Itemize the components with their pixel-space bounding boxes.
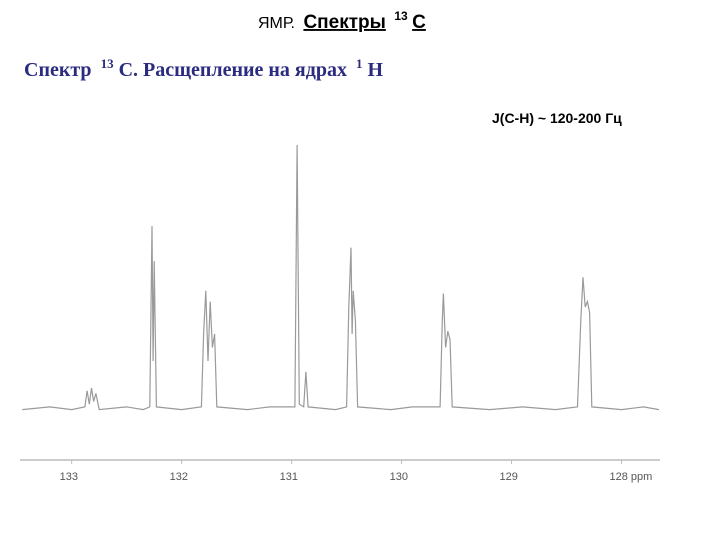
x-tick-label: 128 ppm [610,471,653,483]
slide-title: ЯМР. Спектры 13 C [258,7,426,33]
title-tail: Н [368,59,384,81]
title-sup: 1 [356,56,363,71]
annotation: J(C-H) ~ 120-200 Гц [492,110,622,126]
x-tick-label: 129 [500,471,518,483]
title-sup: 13 [394,9,408,23]
title-mid: С. Расщепление на ядрах [119,59,347,81]
chart-title: Спектр 13 С. Расщепление на ядрах 1 Н [24,51,384,81]
title-element: C [412,12,426,33]
x-tick-label: 131 [280,471,298,483]
title-prefix: ЯМР. [258,15,295,32]
spectrum [22,144,660,411]
title-main: Спектры [303,12,385,33]
x-tick-label: 132 [170,471,188,483]
title-sup: 13 [101,56,115,71]
title-lead: Спектр [24,59,92,81]
x-tick-label: 133 [60,471,78,483]
x-tick-label: 130 [390,471,408,483]
